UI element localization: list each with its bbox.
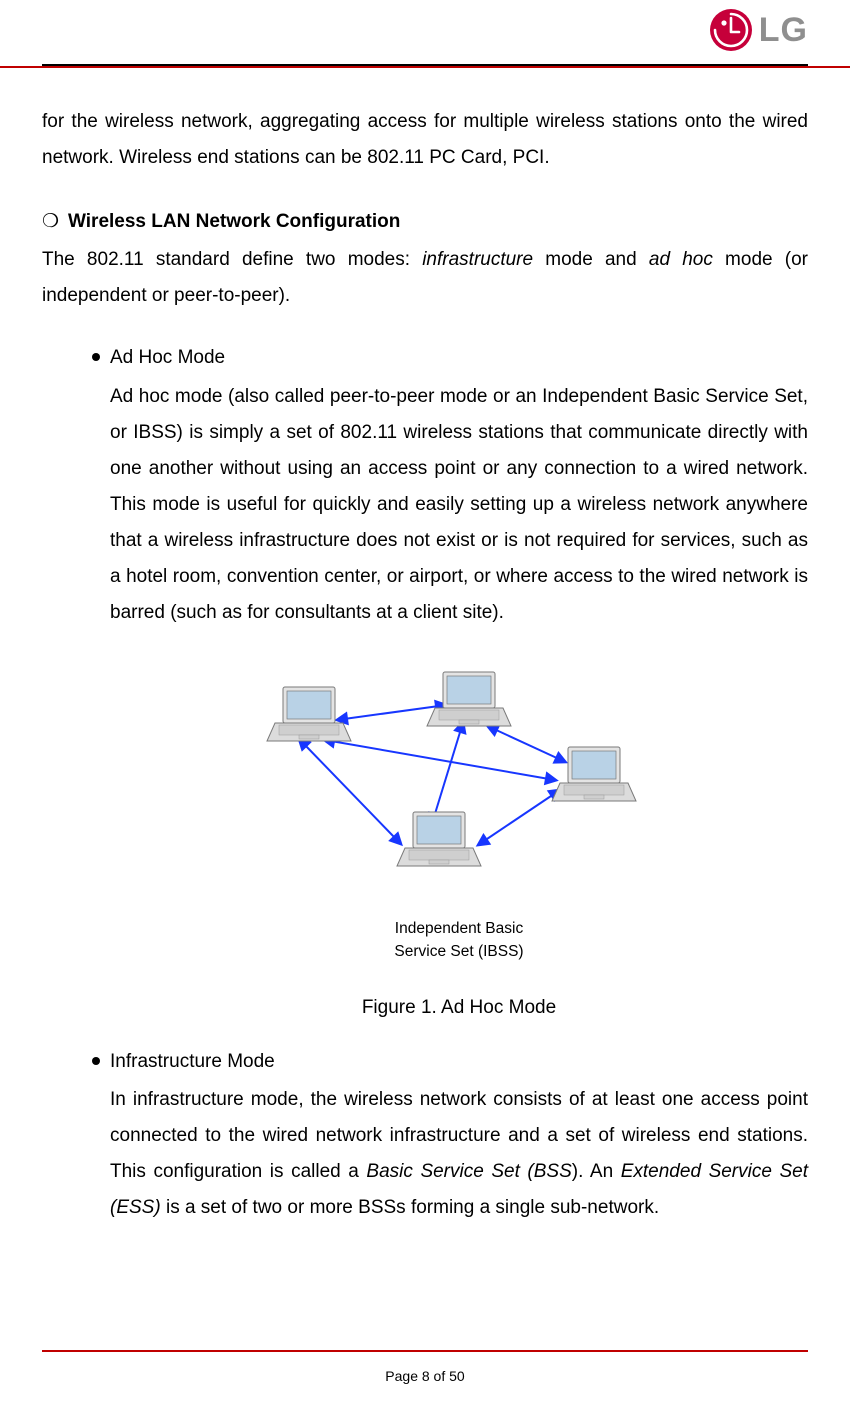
section-body-em1: infrastructure	[422, 249, 533, 270]
footer-page-number: Page 8 of 50	[0, 1368, 850, 1384]
infrastructure-block: Infrastructure Mode In infrastructure mo…	[110, 1044, 808, 1226]
adhoc-heading: Ad Hoc Mode	[110, 340, 808, 376]
diagram-node	[427, 672, 511, 726]
footer-rule	[42, 1350, 808, 1352]
adhoc-body: Ad hoc mode (also called peer-to-peer mo…	[110, 379, 808, 632]
adhoc-diagram	[224, 649, 694, 909]
lg-logo-icon	[709, 8, 753, 52]
section-body-pre: The 802.11 standard define two modes:	[42, 249, 422, 270]
infra-body-em1: Basic Service Set (BSS	[366, 1161, 571, 1182]
adhoc-block: Ad Hoc Mode Ad hoc mode (also called pee…	[110, 340, 808, 1025]
section-bullet-icon: ❍	[42, 204, 68, 240]
intro-paragraph: for the wireless network, aggregating ac…	[42, 104, 808, 176]
figure-title: Figure 1. Ad Hoc Mode	[110, 990, 808, 1026]
section-heading: ❍Wireless LAN Network Configuration	[42, 204, 808, 240]
section-title: Wireless LAN Network Configuration	[68, 211, 400, 232]
diagram-node	[267, 687, 351, 741]
page-header: LG	[0, 0, 850, 68]
section-body: The 802.11 standard define two modes: in…	[42, 242, 808, 314]
diagram-node	[552, 747, 636, 801]
diagram-node	[397, 812, 481, 866]
brand-logo: LG	[709, 8, 808, 52]
diagram-caption: Independent Basic Service Set (IBSS)	[110, 917, 808, 964]
header-rule	[42, 64, 808, 66]
infrastructure-body: In infrastructure mode, the wireless net…	[110, 1082, 808, 1226]
brand-logo-text: LG	[759, 11, 808, 50]
section-body-mid: mode and	[533, 249, 649, 270]
page: LG for the wireless network, aggregating…	[0, 0, 850, 1414]
infra-body-mid1: ). An	[572, 1161, 621, 1182]
infrastructure-heading: Infrastructure Mode	[110, 1044, 808, 1080]
diagram-caption-line2: Service Set (IBSS)	[394, 943, 523, 960]
section-body-em2: ad hoc	[649, 249, 713, 270]
page-content: for the wireless network, aggregating ac…	[42, 104, 808, 1324]
diagram-caption-line1: Independent Basic	[395, 920, 523, 937]
infra-body-post: is a set of two or more BSSs forming a s…	[161, 1197, 659, 1218]
adhoc-figure: Independent Basic Service Set (IBSS) Fig…	[110, 649, 808, 1026]
